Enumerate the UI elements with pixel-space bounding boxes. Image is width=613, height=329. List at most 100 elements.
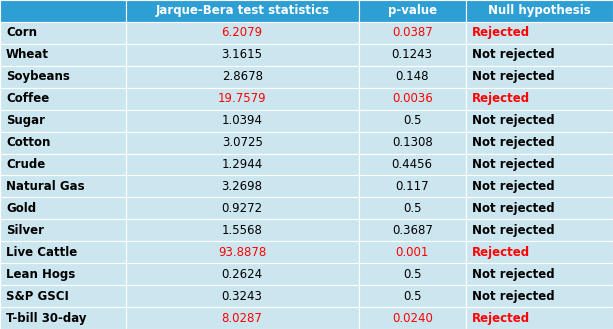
Bar — [126, 219, 359, 241]
Text: Soybeans: Soybeans — [6, 70, 70, 83]
Bar — [0, 263, 126, 285]
Text: Rejected: Rejected — [472, 26, 530, 39]
Text: 0.3243: 0.3243 — [222, 290, 262, 303]
Bar — [466, 132, 613, 154]
Text: Null hypothesis: Null hypothesis — [488, 5, 591, 17]
Text: 0.001: 0.001 — [395, 246, 429, 259]
Bar — [0, 44, 126, 66]
Text: 0.0036: 0.0036 — [392, 92, 433, 105]
Bar — [466, 110, 613, 132]
Text: Not rejected: Not rejected — [472, 158, 555, 171]
Bar — [466, 66, 613, 88]
Text: Silver: Silver — [6, 224, 44, 237]
Text: 1.2944: 1.2944 — [221, 158, 263, 171]
Text: 0.5: 0.5 — [403, 202, 422, 215]
Bar — [126, 132, 359, 154]
Text: Sugar: Sugar — [6, 114, 45, 127]
Bar — [466, 197, 613, 219]
Bar — [466, 154, 613, 175]
Text: Rejected: Rejected — [472, 92, 530, 105]
Text: Gold: Gold — [6, 202, 36, 215]
Text: 1.0394: 1.0394 — [222, 114, 262, 127]
Text: 0.5: 0.5 — [403, 268, 422, 281]
Bar — [0, 175, 126, 197]
Bar — [126, 241, 359, 263]
Text: Not rejected: Not rejected — [472, 268, 555, 281]
Text: Corn: Corn — [6, 26, 37, 39]
Bar — [359, 22, 466, 44]
Bar — [126, 285, 359, 307]
Bar — [359, 241, 466, 263]
Text: 0.1308: 0.1308 — [392, 136, 433, 149]
Bar — [0, 110, 126, 132]
Text: Not rejected: Not rejected — [472, 70, 555, 83]
Bar — [0, 88, 126, 110]
Bar — [466, 263, 613, 285]
Bar — [466, 285, 613, 307]
Bar — [0, 0, 126, 22]
Bar — [466, 22, 613, 44]
Text: 0.9272: 0.9272 — [221, 202, 263, 215]
Text: p-value: p-value — [387, 5, 437, 17]
Bar — [126, 88, 359, 110]
Text: Lean Hogs: Lean Hogs — [6, 268, 75, 281]
Bar — [0, 132, 126, 154]
Bar — [359, 132, 466, 154]
Text: Not rejected: Not rejected — [472, 136, 555, 149]
Text: 3.1615: 3.1615 — [222, 48, 262, 61]
Bar — [126, 44, 359, 66]
Bar — [0, 154, 126, 175]
Text: Coffee: Coffee — [6, 92, 50, 105]
Text: S&P GSCI: S&P GSCI — [6, 290, 69, 303]
Text: Cotton: Cotton — [6, 136, 50, 149]
Bar — [466, 44, 613, 66]
Text: 1.5568: 1.5568 — [222, 224, 262, 237]
Bar — [466, 0, 613, 22]
Text: 0.1243: 0.1243 — [392, 48, 433, 61]
Bar — [466, 175, 613, 197]
Bar — [359, 66, 466, 88]
Bar — [126, 0, 359, 22]
Text: 0.117: 0.117 — [395, 180, 429, 193]
Bar — [0, 66, 126, 88]
Text: 0.4456: 0.4456 — [392, 158, 433, 171]
Text: Not rejected: Not rejected — [472, 290, 555, 303]
Bar — [359, 110, 466, 132]
Text: Wheat: Wheat — [6, 48, 49, 61]
Bar — [0, 219, 126, 241]
Bar — [359, 197, 466, 219]
Text: T-bill 30-day: T-bill 30-day — [6, 312, 86, 324]
Bar — [0, 241, 126, 263]
Text: 6.2079: 6.2079 — [221, 26, 263, 39]
Bar — [126, 263, 359, 285]
Text: 3.2698: 3.2698 — [222, 180, 262, 193]
Text: Jarque-Bera test statistics: Jarque-Bera test statistics — [155, 5, 329, 17]
Bar — [359, 263, 466, 285]
Bar — [359, 285, 466, 307]
Text: Rejected: Rejected — [472, 246, 530, 259]
Text: Not rejected: Not rejected — [472, 180, 555, 193]
Text: 0.3687: 0.3687 — [392, 224, 433, 237]
Bar — [0, 307, 126, 329]
Text: 0.5: 0.5 — [403, 290, 422, 303]
Bar — [126, 175, 359, 197]
Bar — [0, 285, 126, 307]
Bar — [126, 154, 359, 175]
Bar — [466, 307, 613, 329]
Text: 0.2624: 0.2624 — [221, 268, 263, 281]
Text: 8.0287: 8.0287 — [222, 312, 262, 324]
Bar — [359, 0, 466, 22]
Text: 2.8678: 2.8678 — [222, 70, 262, 83]
Text: 0.0240: 0.0240 — [392, 312, 433, 324]
Bar — [466, 88, 613, 110]
Text: Not rejected: Not rejected — [472, 202, 555, 215]
Bar — [359, 154, 466, 175]
Text: Not rejected: Not rejected — [472, 224, 555, 237]
Text: Rejected: Rejected — [472, 312, 530, 324]
Text: 0.0387: 0.0387 — [392, 26, 433, 39]
Text: 0.148: 0.148 — [395, 70, 429, 83]
Text: 93.8878: 93.8878 — [218, 246, 266, 259]
Bar — [359, 44, 466, 66]
Text: Natural Gas: Natural Gas — [6, 180, 85, 193]
Bar — [126, 66, 359, 88]
